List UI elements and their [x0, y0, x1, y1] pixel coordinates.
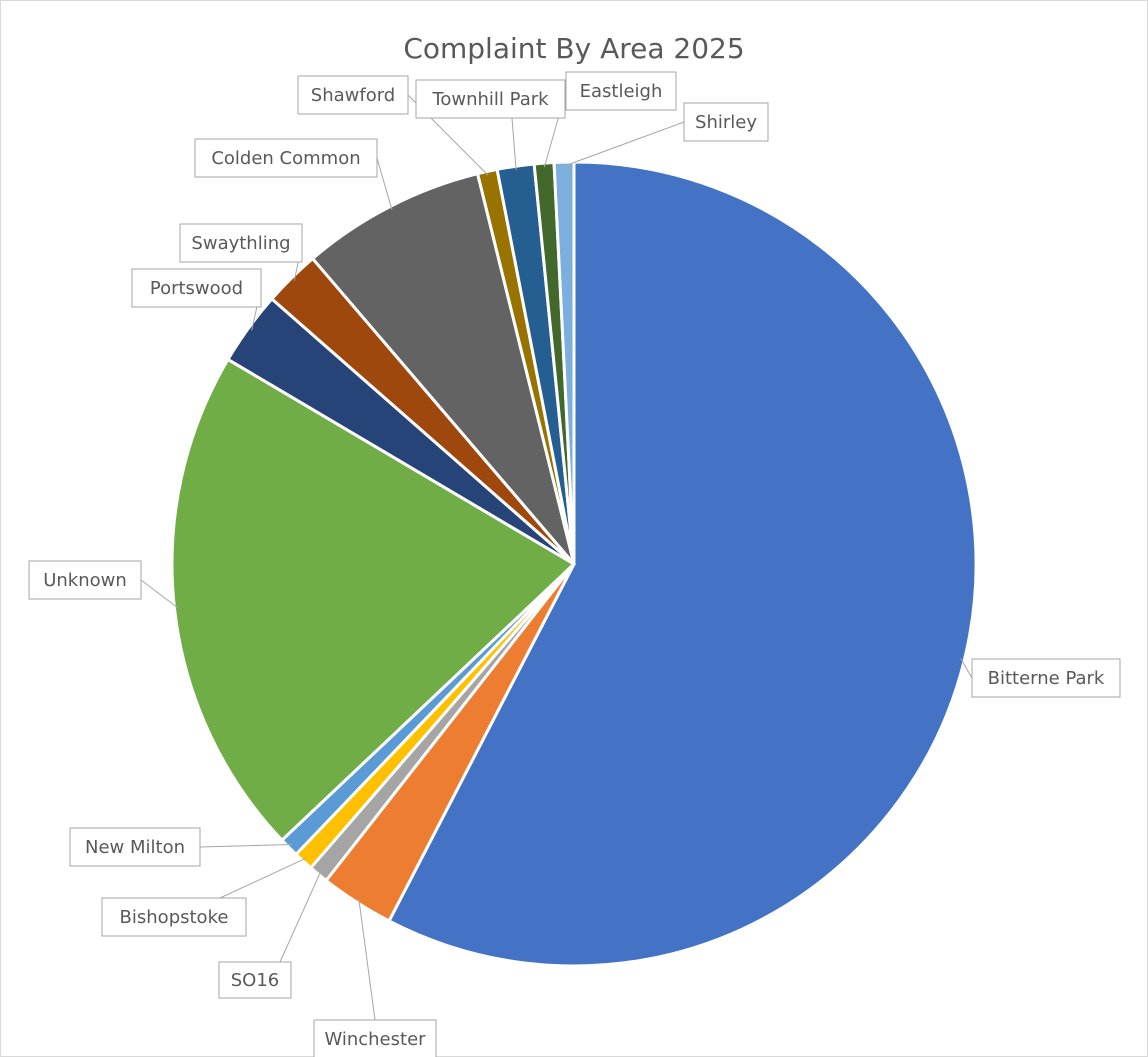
data-label-box	[131, 268, 262, 308]
pie-slices	[170, 160, 978, 968]
data-label-text: Winchester	[324, 1029, 426, 1050]
data-label: Swaythling	[179, 223, 303, 263]
data-label-text: Shirley	[695, 112, 757, 133]
data-label-box	[179, 223, 303, 263]
data-label-text: SO16	[231, 970, 280, 991]
data-label-box	[69, 827, 201, 867]
data-label-text: Shawford	[311, 85, 395, 106]
data-label: Colden Common	[194, 138, 378, 178]
pie-slice-unknown	[170, 357, 576, 842]
data-label: Bitterne Park	[971, 658, 1121, 698]
leader-line	[358, 898, 376, 1021]
data-label-box	[565, 71, 677, 111]
data-label-text: Unknown	[43, 570, 127, 591]
data-label-box	[101, 897, 247, 937]
leader-line	[140, 579, 179, 609]
data-label-box	[415, 79, 566, 119]
data-label-text: Bishopstoke	[120, 907, 229, 928]
leader-line	[563, 121, 685, 167]
leader-line	[511, 117, 517, 171]
data-label-box	[313, 1019, 437, 1057]
data-label-callouts: Bitterne Park Winchester SO16 Bishopstoke Ne…	[28, 71, 1121, 1057]
data-label-text: Portswood	[150, 278, 243, 299]
data-label-text: Colden Common	[211, 148, 360, 169]
data-label-text: Townhill Park	[431, 89, 549, 110]
data-label: Shirley	[683, 102, 769, 142]
data-label: New Milton	[69, 827, 201, 867]
data-label: Winchester	[313, 1019, 437, 1057]
data-label: SO16	[218, 961, 292, 999]
data-label-box	[971, 658, 1121, 698]
data-label: Townhill Park	[415, 79, 566, 119]
leader-line	[960, 657, 973, 679]
data-label-text: New Milton	[85, 837, 185, 858]
leader-line	[219, 857, 307, 899]
data-label: Bishopstoke	[101, 897, 247, 937]
leader-line	[376, 157, 393, 211]
data-label-box	[28, 560, 142, 600]
leader-line	[199, 844, 292, 848]
pie-slice-bitterne-park	[387, 160, 978, 968]
pie-slice-colden-common	[311, 172, 576, 566]
data-label-text: Swaythling	[191, 233, 290, 254]
data-label-box	[683, 102, 769, 142]
data-label: Portswood	[131, 268, 262, 308]
data-label-text: Eastleigh	[580, 81, 663, 102]
chart-title: Complaint By Area 2025	[403, 32, 744, 65]
data-label-text: Bitterne Park	[988, 668, 1105, 689]
leader-line	[279, 870, 322, 963]
data-label: Eastleigh	[565, 71, 677, 111]
data-label-box	[297, 75, 409, 115]
data-label: Unknown	[28, 560, 142, 600]
data-label-box	[218, 961, 292, 999]
data-label: Shawford	[297, 75, 409, 115]
data-label-box	[194, 138, 378, 178]
